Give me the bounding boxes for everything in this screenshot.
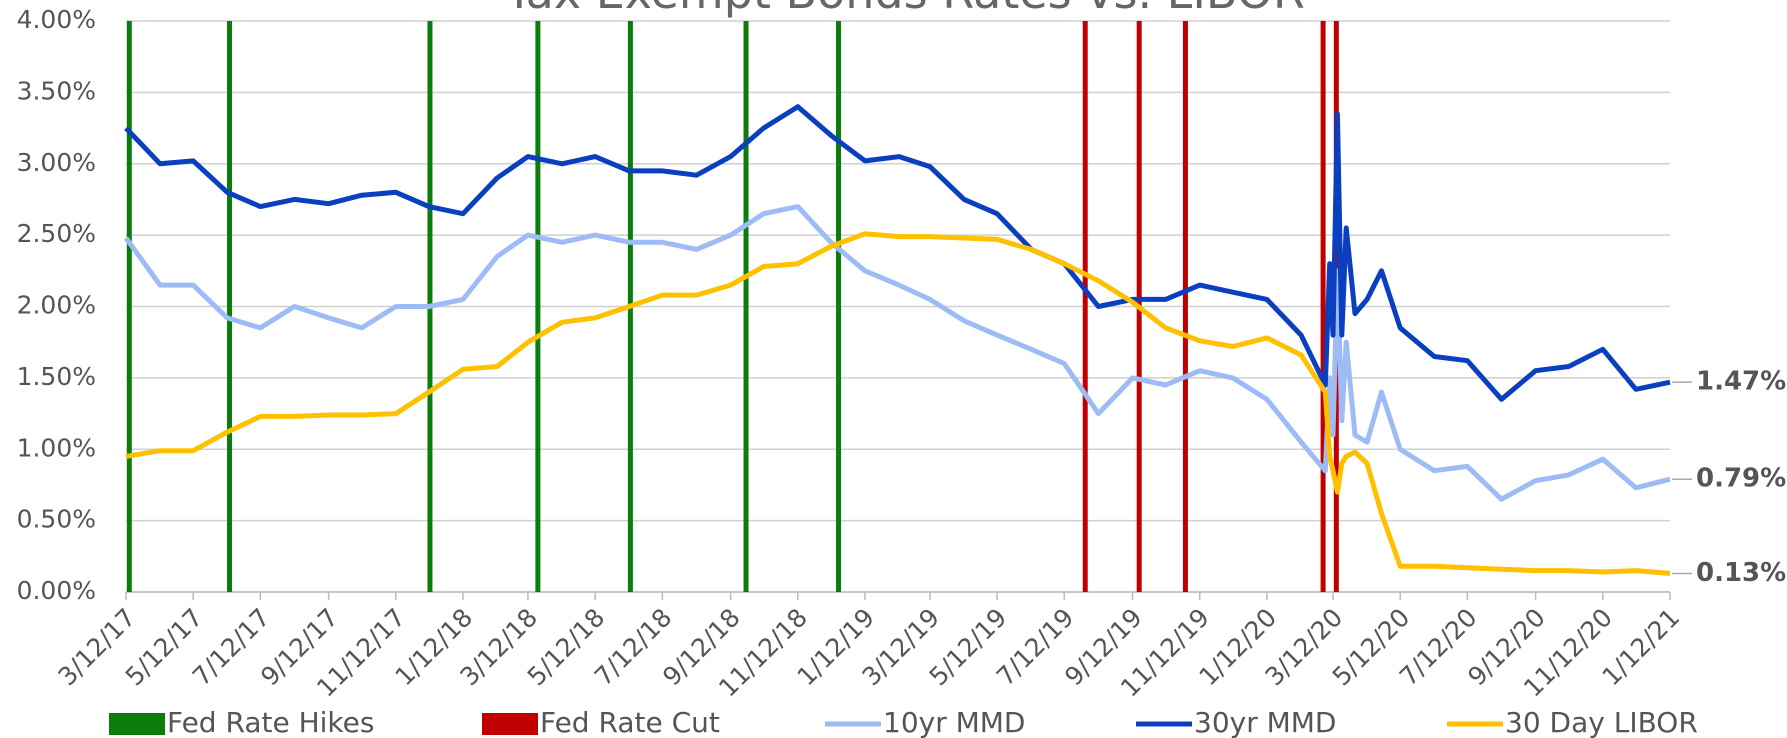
y-tick-label: 1.50%	[17, 362, 96, 391]
end-label: 1.47%	[1696, 367, 1786, 397]
legend-swatch	[482, 713, 538, 735]
end-label: 0.79%	[1696, 464, 1786, 494]
y-tick-label: 3.50%	[17, 76, 96, 105]
series-line	[123, 204, 1671, 502]
y-tick-label: 0.00%	[17, 576, 96, 605]
end-label: 0.13%	[1696, 558, 1786, 588]
y-tick-label: 1.00%	[17, 433, 96, 462]
y-tick-label: 0.50%	[17, 505, 96, 534]
legend-label: 30yr MMD	[1194, 706, 1337, 738]
y-tick-label: 3.00%	[17, 148, 96, 177]
legend-label: Fed Rate Cut	[540, 706, 720, 738]
series-line	[125, 231, 1671, 576]
y-tick-label: 2.00%	[17, 291, 96, 320]
y-tick-label: 2.50%	[17, 219, 96, 248]
legend-label: 30 Day LIBOR	[1505, 706, 1698, 738]
legend-swatch	[109, 713, 165, 735]
legend-label: 10yr MMD	[883, 706, 1026, 738]
legend-label: Fed Rate Hikes	[167, 706, 374, 738]
series-line	[124, 104, 1671, 402]
y-tick-label: 4.00%	[17, 5, 96, 34]
chart-title: Tax Exempt Bonds Rates vs. LIBOR	[504, 0, 1305, 19]
